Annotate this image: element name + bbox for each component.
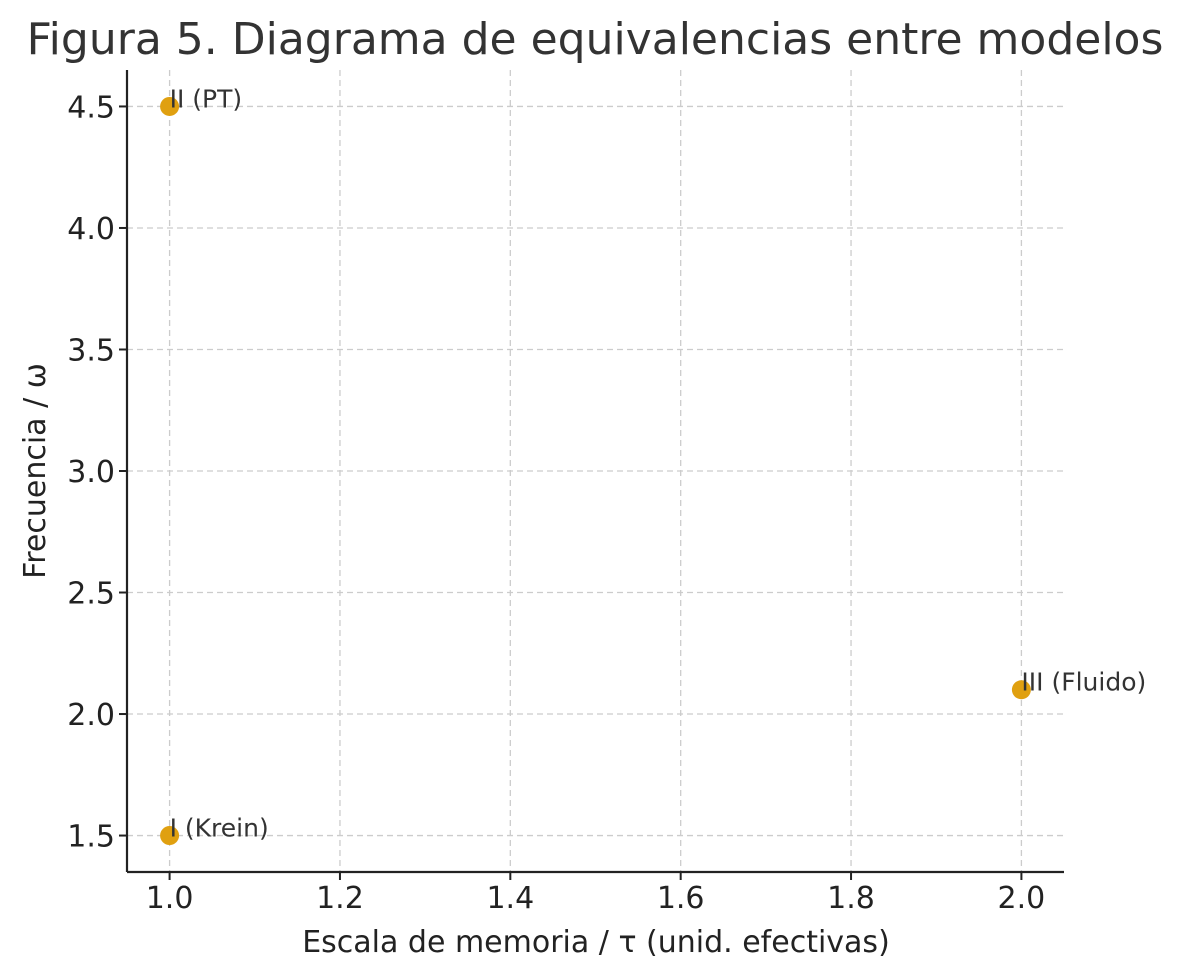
chart-title: Figura 5. Diagrama de equivalencias entr… [27,14,1164,65]
y-ticks: 1.5 2.0 2.5 3.0 3.5 4.0 4.5 [67,90,127,855]
x-tick-label: 1.4 [486,881,534,916]
x-tick-label: 2.0 [998,881,1046,916]
y-tick-label: 3.0 [67,455,115,490]
x-tick-label: 1.8 [827,881,875,916]
x-tick-label: 1.6 [657,881,705,916]
y-tick-label: 1.5 [67,820,115,855]
y-tick-label: 2.0 [67,698,115,733]
y-tick-label: 4.5 [67,90,115,125]
y-tick-label: 3.5 [67,333,115,368]
point-label: I (Krein) [170,814,269,843]
y-tick-label: 4.0 [67,212,115,247]
point-label: III (Fluido) [1021,668,1146,697]
x-ticks: 1.0 1.2 1.4 1.6 1.8 2.0 [146,872,1046,916]
point-label: II (PT) [170,84,243,113]
data-points: I (Krein) II (PT) III (Fluido) [160,84,1146,846]
x-axis-label: Escala de memoria / τ (unid. efectivas) [302,925,890,960]
data-point [160,96,180,116]
grid [127,70,1064,872]
data-point [160,826,180,846]
x-tick-label: 1.2 [316,881,364,916]
y-tick-label: 2.5 [67,577,115,612]
x-tick-label: 1.0 [146,881,194,916]
data-point [1011,680,1031,700]
y-axis-label: Frecuencia / ω [18,363,53,579]
